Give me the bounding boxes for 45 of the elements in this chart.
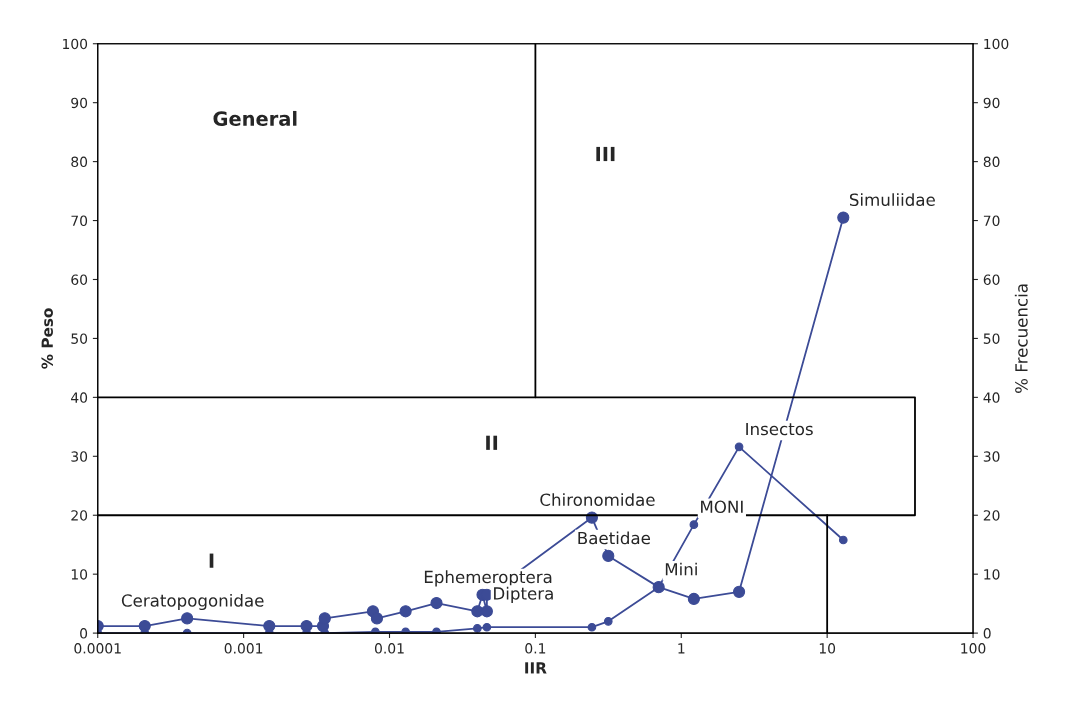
annotation: Chironomidae xyxy=(540,493,655,507)
y2-tick-label: 20 xyxy=(983,510,1000,521)
annotation: I xyxy=(209,553,214,568)
y-tick-label: 40 xyxy=(71,392,88,403)
annotation: Mini xyxy=(665,562,697,576)
y-tick-label: 0 xyxy=(80,628,88,639)
annotation: II xyxy=(486,435,498,450)
annotation: Ephemeroptera xyxy=(424,570,552,587)
annotation: Ceratopogonidae xyxy=(121,593,264,611)
x-tick-label: 0.0001 xyxy=(74,643,121,654)
y2-tick-label: 30 xyxy=(983,451,1000,462)
annotation: Diptera xyxy=(494,586,553,603)
y2-tick-label: 0 xyxy=(983,628,991,639)
y2-tick-label: 80 xyxy=(983,156,1000,168)
y2-tick-label: 60 xyxy=(983,274,1000,285)
y2-tick-label: 90 xyxy=(983,97,1000,109)
y-tick-label: 30 xyxy=(71,451,88,462)
x-tick-label: 10 xyxy=(819,643,836,654)
y-tick-label: 10 xyxy=(71,569,88,580)
y2-tick-label: 50 xyxy=(983,333,1000,344)
annotation: General xyxy=(213,110,297,126)
y-tick-label: 50 xyxy=(71,333,88,344)
x-tick-label: 0.001 xyxy=(224,643,263,654)
x-tick-label: 0.01 xyxy=(374,643,404,654)
annotation: MONI xyxy=(701,500,743,514)
y-tick-label: 70 xyxy=(71,215,88,227)
annotation: Insectos xyxy=(746,422,813,436)
y-tick-label: 20 xyxy=(71,510,88,521)
y2-tick-label: 100 xyxy=(984,38,1009,50)
y-tick-label: 60 xyxy=(71,274,88,285)
x-tick-label: 0.1 xyxy=(525,643,546,654)
annotation: Simuliidae xyxy=(849,193,935,207)
x-tick-label: 1 xyxy=(678,643,685,654)
annotation: III xyxy=(596,146,615,162)
y2-axis-title: % Frecuencia xyxy=(1014,284,1028,393)
y2-tick-label: 10 xyxy=(984,569,1000,580)
y2-tick-label: 70 xyxy=(983,215,1000,227)
x-tick-label: 100 xyxy=(961,643,986,654)
y2-tick-label: 40 xyxy=(983,392,1000,403)
y-axis-title: % Peso xyxy=(41,308,53,369)
y-tick-label: 100 xyxy=(63,38,88,50)
y-tick-label: 80 xyxy=(71,156,88,168)
x-axis-title: IIR xyxy=(525,662,547,674)
y-tick-label: 90 xyxy=(71,97,88,109)
annotation: Baetidae xyxy=(578,531,651,545)
